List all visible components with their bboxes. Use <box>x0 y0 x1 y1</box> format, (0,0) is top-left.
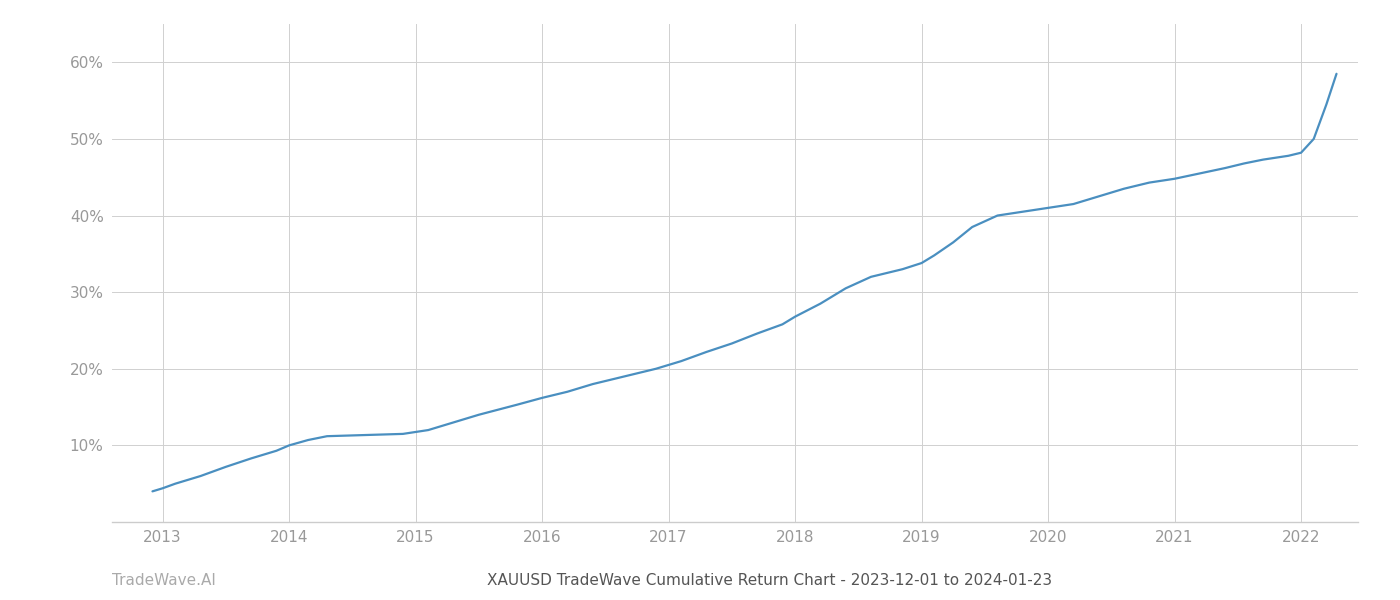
Text: XAUUSD TradeWave Cumulative Return Chart - 2023-12-01 to 2024-01-23: XAUUSD TradeWave Cumulative Return Chart… <box>487 573 1053 588</box>
Text: TradeWave.AI: TradeWave.AI <box>112 573 216 588</box>
